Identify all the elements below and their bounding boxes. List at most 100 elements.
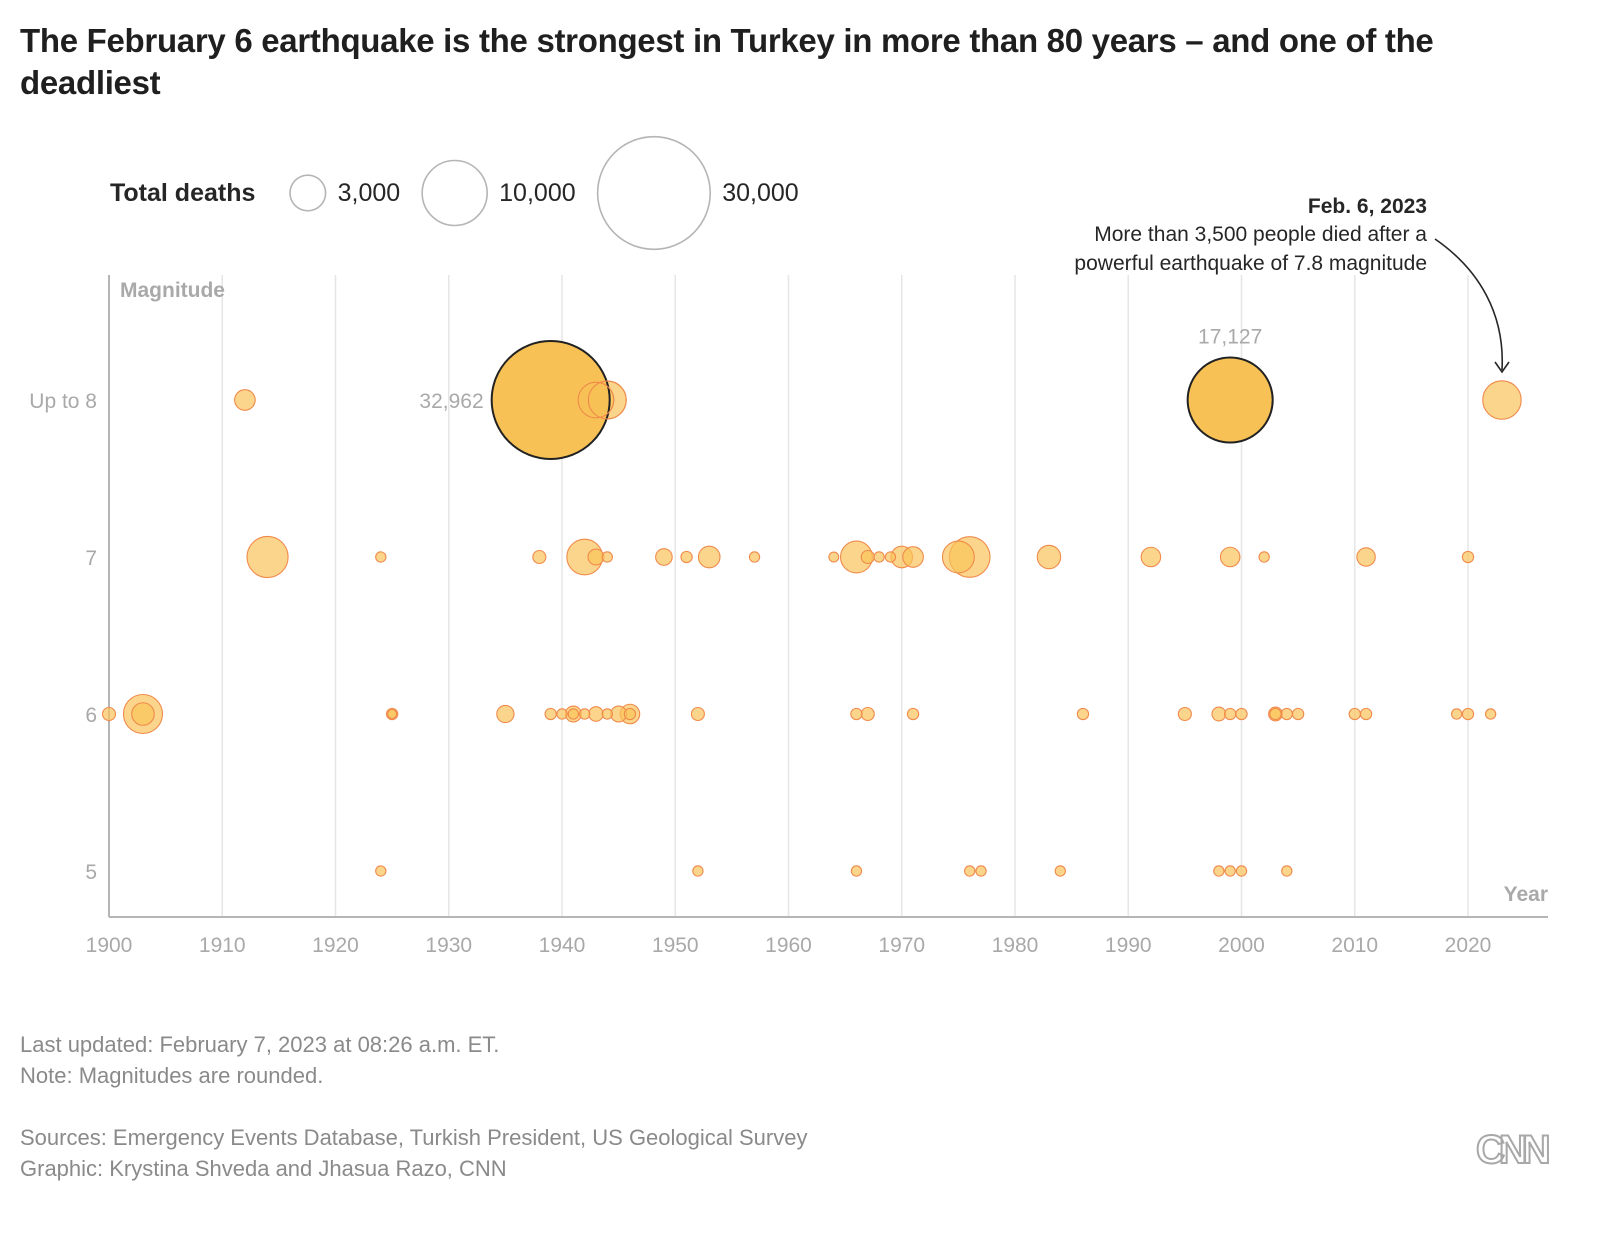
legend: Total deaths 3,000 10,000 30,000 [110, 135, 799, 251]
bubble-2010-m6 [1348, 707, 1361, 721]
bubble-1966-m5 [850, 865, 863, 877]
bubble-2011-m7 [1356, 547, 1376, 567]
x-tick-label: 1930 [425, 934, 472, 957]
bubble-1900-m6 [101, 706, 117, 722]
y-axis-title: Magnitude [120, 279, 225, 302]
bubble-2003-m6 [1269, 707, 1282, 721]
x-tick-label: 1970 [878, 934, 925, 957]
bubble-1999-m6 [1223, 707, 1237, 721]
bubble-2020-m7 [1461, 550, 1475, 564]
bubble-1953-m7 [697, 545, 721, 569]
bubble-1998-m6 [1211, 706, 1227, 722]
gridlines: 1900 1910 1920 1930 1940 1950 1960 1970 1980 1990… [29, 275, 1548, 957]
bubble-2019-m6 [1450, 708, 1463, 720]
cnn-logo: CNN [1475, 1127, 1552, 1173]
bubble-1914-m7 [246, 535, 289, 579]
bubble-1944-m6 [601, 708, 613, 720]
y-tick-label: Up to 8 [29, 390, 97, 413]
bubble-1969-m7 [884, 551, 897, 563]
footer-sources: Sources: Emergency Events Database, Turk… [20, 1125, 808, 1150]
chart-title: The February 6 earthquake is the stronge… [20, 22, 1434, 101]
legend-circle [421, 159, 488, 227]
bubble-2002-m7 [1258, 551, 1270, 563]
bubble-1968-m7 [873, 551, 885, 563]
x-tick-label: 1990 [1105, 934, 1152, 957]
bubble-1976-m5 [964, 865, 976, 877]
bubble-1995-m6 [1177, 706, 1192, 722]
legend-circle [596, 135, 712, 251]
legend-title: Total deaths [110, 179, 255, 207]
bubble-highlight-1939 [490, 339, 611, 461]
bubble-2022-m6 [1484, 708, 1497, 720]
bubble-1939-m6 [544, 707, 557, 721]
bubble-1967-m7 [860, 549, 875, 565]
bubble-highlight-1999 [1186, 356, 1274, 444]
data-labels: 32,962 17,127 [419, 325, 1262, 413]
bubble-2020-m6 [1461, 707, 1475, 721]
data-label: 17,127 [1198, 325, 1262, 348]
bubble-1925-m6 [387, 708, 398, 720]
bubble-1984-m5 [1054, 865, 1066, 877]
x-tick-label: 1950 [652, 934, 699, 957]
footer-credit: Graphic: Krystina Shveda and Jhasua Razo… [20, 1156, 507, 1181]
x-tick-label: 2010 [1331, 934, 1378, 957]
bubble-1952-m5 [692, 865, 704, 877]
x-tick-label: 2020 [1445, 934, 1492, 957]
bubble-1998-m5 [1213, 865, 1225, 877]
axes: Magnitude Year [120, 279, 1548, 906]
bubble-2011-m6 [1359, 707, 1373, 721]
bubble-1903-m6 [131, 702, 155, 726]
bubble-1967-m6 [860, 706, 875, 722]
x-tick-label: 1910 [199, 934, 246, 957]
bubble-1971-m7 [902, 546, 924, 568]
bubble-1992-m7 [1140, 546, 1162, 568]
bubble-1912-m8 [234, 389, 256, 411]
legend-value: 10,000 [499, 179, 575, 207]
x-tick-label: 1980 [992, 934, 1039, 957]
bubble-2005-m6 [1291, 707, 1305, 721]
legend-circle [289, 174, 327, 212]
bubble-1924-m7 [375, 551, 387, 563]
bubble-1942-m6 [578, 708, 591, 720]
bubble-1975-m7 [941, 540, 975, 574]
bubble-1986-m6 [1076, 707, 1090, 721]
bubble-1943-m6 [588, 706, 604, 722]
bubble-1964-m7 [828, 551, 840, 563]
x-tick-label: 1940 [539, 934, 586, 957]
bubbles [101, 339, 1522, 877]
annotation-line2: powerful earthquake of 7.8 magnitude [1074, 252, 1427, 275]
x-tick-label: 1920 [312, 934, 359, 957]
bubble-1971-m6 [906, 707, 920, 721]
bubble-outline-1944 [587, 380, 627, 420]
footer-note: Note: Magnitudes are rounded. [20, 1063, 324, 1088]
y-tick-label: 5 [85, 861, 97, 884]
bubble-1951-m7 [680, 550, 693, 564]
footer-updated: Last updated: February 7, 2023 at 08:26 … [20, 1032, 500, 1057]
bubble-1941-m6 [567, 708, 580, 720]
x-tick-label: 2000 [1218, 934, 1265, 957]
annotation: Feb. 6, 2023 More than 3,500 people died… [1074, 195, 1510, 374]
bubble-1938-m7 [532, 549, 547, 565]
bubble-1940-m6 [556, 708, 568, 720]
bubble-2004-m5 [1281, 865, 1293, 877]
bubble-1949-m7 [655, 548, 673, 566]
legend-value: 3,000 [338, 179, 401, 207]
data-label: 32,962 [419, 390, 483, 413]
bubble-1943-m7 [587, 548, 605, 566]
legend-value: 30,000 [722, 179, 798, 207]
y-tick-label: 6 [85, 704, 97, 727]
annotation-arrow [1434, 238, 1503, 371]
x-tick-label: 1900 [86, 934, 133, 957]
bubble-1957-m7 [748, 551, 761, 563]
bubble-1935-m6 [496, 704, 515, 724]
bubble-2000-m6 [1235, 707, 1248, 721]
annotation-heading: Feb. 6, 2023 [1308, 195, 1427, 218]
bubble-1952-m6 [690, 706, 705, 722]
x-tick-label: 1960 [765, 934, 812, 957]
bubble-1946-m6 [623, 707, 637, 721]
bubble-1983-m7 [1036, 544, 1062, 570]
bubble-2000-m5 [1235, 865, 1248, 877]
y-tick-label: 7 [85, 547, 97, 570]
bubble-1924-m5 [375, 865, 387, 877]
